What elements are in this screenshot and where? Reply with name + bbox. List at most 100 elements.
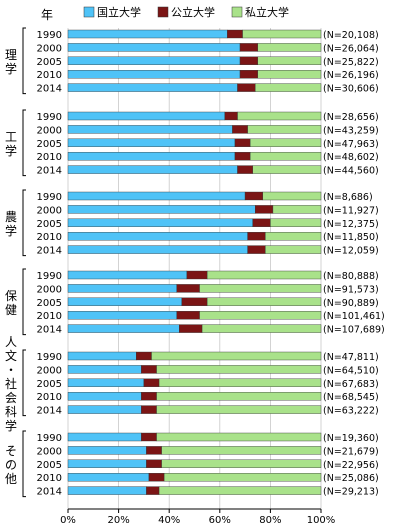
x-axis: 0% 20% 40% 60% 80% 100%	[60, 508, 335, 526]
sample-size-label: (N=64,510)	[323, 365, 379, 376]
bar-segment-national	[67, 231, 248, 241]
bar-segment-private	[257, 43, 322, 52]
year-label: 2000	[37, 43, 62, 54]
bar-segment-private	[249, 138, 322, 148]
bar-segment-private	[247, 125, 322, 134]
bar-segment-private	[255, 83, 322, 92]
bar-segment-public	[232, 125, 248, 134]
bar-segment-private	[161, 459, 322, 468]
year-label: 2005	[37, 219, 62, 230]
bar-segment-private	[151, 351, 322, 361]
bar-segment-private	[161, 446, 322, 455]
sample-size-label: (N=80,888)	[323, 271, 379, 282]
sample-size-label: (N=21,679)	[323, 446, 379, 457]
bar-segment-national	[67, 446, 147, 455]
year-label: 2014	[37, 246, 62, 257]
legend-swatch	[231, 6, 243, 18]
group-3: 保健 1990 (N=80,888) 2000 (N=91,573) 2005 (N=90,…	[5, 268, 385, 336]
bar-segment-national	[67, 83, 238, 92]
bar-segment-private	[265, 245, 322, 254]
group-5: その他 1990 (N=19,360) 2000 (N=21,679) 2005 (N=22…	[5, 430, 379, 498]
bar-segment-private	[158, 378, 322, 387]
bar-segment-national	[67, 486, 147, 495]
sample-size-label: (N=91,573)	[323, 284, 379, 295]
bar-segment-national	[67, 165, 238, 174]
bar-segment-public	[255, 205, 274, 214]
year-label: 2005	[37, 460, 62, 471]
year-label: 1990	[37, 192, 62, 203]
bar-segment-national	[67, 29, 228, 39]
bar-segment-private	[249, 151, 322, 161]
bar-segment-public	[146, 486, 160, 495]
year-label: 2014	[37, 487, 62, 498]
bar-segment-national	[67, 378, 145, 387]
bar-segment-national	[67, 191, 246, 201]
bar-segment-public	[234, 151, 251, 161]
sample-size-label: (N=8,686)	[323, 192, 373, 203]
bar-segment-national	[67, 284, 177, 293]
bar-segment-private	[199, 311, 322, 320]
sample-size-label: (N=20,108)	[323, 30, 379, 41]
year-label: 2014	[37, 166, 62, 177]
bar-segment-private	[156, 365, 322, 374]
bar-segment-public	[141, 365, 157, 374]
bar-segment-public	[179, 324, 203, 333]
bar-segment-public	[141, 392, 157, 401]
group-bracket	[22, 430, 26, 498]
year-label: 1990	[37, 352, 62, 363]
legend: 国立大学 公立大学 私立大学	[83, 5, 289, 19]
bar-segment-private	[156, 405, 322, 414]
sample-size-label: (N=29,213)	[323, 487, 379, 498]
group-label: 人文・社会科学	[5, 335, 17, 433]
group-bracket	[22, 349, 26, 417]
year-column-header: 年	[41, 8, 53, 22]
bar-segment-public	[239, 56, 258, 65]
sample-size-label: (N=101,461)	[323, 311, 385, 322]
year-label: 2010	[37, 232, 62, 243]
bar-segment-private	[257, 69, 322, 79]
bar-segment-public	[224, 111, 238, 121]
year-label: 2010	[37, 392, 62, 403]
x-tick-label: 40%	[158, 515, 180, 526]
sample-size-label: (N=19,360)	[323, 433, 379, 444]
group-2: 農学 1990 (N=8,686) 2000 (N=11,927) 2005 (N=12,3…	[5, 189, 379, 257]
bar-segment-national	[67, 205, 256, 214]
bar-segment-public	[146, 446, 162, 455]
year-label: 2010	[37, 311, 62, 322]
bar-segment-public	[148, 473, 165, 482]
sample-size-label: (N=47,963)	[323, 139, 379, 150]
bar-segment-private	[206, 297, 322, 306]
group-bracket	[22, 109, 26, 177]
sample-size-label: (N=47,811)	[323, 352, 379, 363]
sample-size-label: (N=107,689)	[323, 325, 385, 336]
gridlines	[67, 28, 322, 509]
bar-segment-public	[244, 191, 264, 201]
bar-segment-private	[206, 270, 322, 280]
sample-size-label: (N=11,927)	[323, 205, 379, 216]
bar-segment-national	[67, 311, 177, 320]
bar-segment-public	[176, 311, 200, 320]
bar-segment-national	[67, 405, 142, 414]
bar-segment-public	[239, 43, 258, 52]
bar-segment-national	[67, 351, 137, 361]
sample-size-label: (N=22,956)	[323, 460, 379, 471]
bar-segment-national	[67, 125, 233, 134]
bar-segment-public	[141, 432, 157, 442]
bar-segment-private	[199, 284, 322, 293]
bar-segment-public	[136, 351, 152, 361]
bar-segment-private	[262, 191, 322, 201]
sample-size-label: (N=67,683)	[323, 379, 379, 390]
group-bracket	[22, 189, 26, 257]
sample-size-label: (N=48,602)	[323, 152, 379, 163]
sample-size-label: (N=44,560)	[323, 166, 379, 177]
year-label: 2000	[37, 365, 62, 376]
year-label: 2010	[37, 473, 62, 484]
sample-size-label: (N=90,889)	[323, 298, 379, 309]
bar-segment-private	[158, 486, 322, 495]
bar-groups: 理学 1990 (N=20,108) 2000 (N=26,064) 2005 (N=25,…	[5, 27, 385, 498]
legend-swatch	[157, 6, 169, 18]
bar-segment-national	[67, 138, 236, 148]
sample-size-label: (N=26,196)	[323, 70, 379, 81]
legend-swatch	[83, 6, 95, 18]
